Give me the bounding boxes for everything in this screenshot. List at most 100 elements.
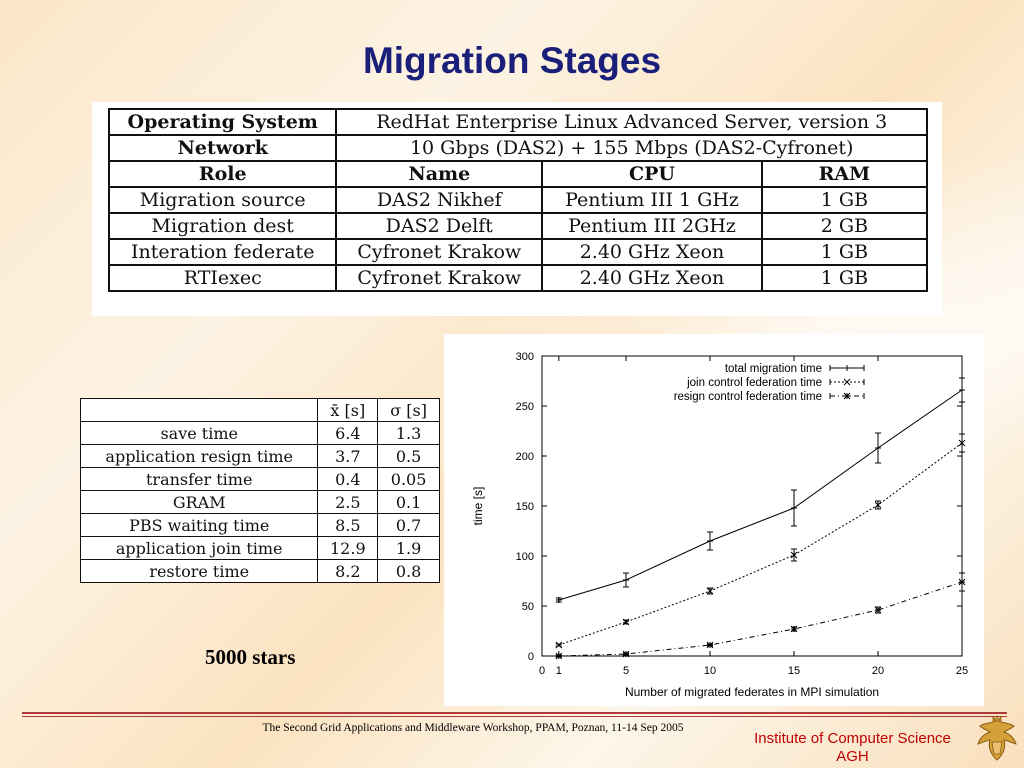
y-tick-label: 0 (528, 651, 534, 663)
footer-conference-text: The Second Grid Applications and Middlew… (262, 722, 684, 734)
env-header-cpu: CPU (541, 160, 763, 188)
series-line-1 (558, 389, 963, 601)
table-row: RTIexec Cyfronet Krakow 2.40 GHz Xeon 1 … (107, 264, 929, 292)
stats-cell-mean: 12.9 (317, 536, 379, 560)
data-point (791, 505, 797, 511)
y-tick-label: 200 (516, 451, 534, 463)
data-point (874, 501, 882, 509)
stats-cell-stage: PBS waiting time (79, 513, 319, 537)
migration-time-chart-panel: 0 50 100 150 200 250 300 0 1 5 10 15 20 25 Number of m… (444, 334, 984, 706)
stars-caption: 5000 stars (205, 645, 296, 669)
y-tick-label: 300 (516, 351, 534, 363)
y-axis-label: time [s] (471, 487, 485, 526)
stats-cell-mean: 6.4 (317, 421, 379, 445)
env-cell-role: Migration dest (107, 212, 338, 240)
data-point (790, 551, 798, 559)
marker-stroke (874, 501, 882, 509)
stats-cell-stddev: 0.7 (377, 513, 440, 537)
stats-cell-stddev: 0.8 (377, 559, 440, 583)
x-tick-label: 15 (788, 665, 800, 677)
agh-eagle-logo-icon (977, 715, 1017, 761)
table-row: transfer time 0.4 0.05 (79, 467, 440, 491)
env-cell-ram: 1 GB (760, 186, 929, 214)
marker-stroke (958, 439, 966, 447)
stats-header-mean: x̄ [s] (317, 398, 379, 422)
marker-stroke (706, 587, 714, 595)
stats-cell-mean: 2.5 (317, 490, 379, 514)
footer-divider (22, 712, 1007, 720)
table-row: application resign time 3.7 0.5 (79, 444, 440, 468)
legend-label: join control federation time (686, 377, 822, 389)
legend-marker (843, 392, 851, 400)
stats-cell-stddev: 0.05 (377, 467, 440, 491)
stats-cell-stddev: 1.9 (377, 536, 440, 560)
table-row: save time 6.4 1.3 (79, 421, 440, 445)
y-tick-label: 100 (516, 551, 534, 563)
data-point (875, 445, 881, 451)
env-cell-name: Cyfronet Krakow (335, 238, 544, 266)
stats-cell-mean: 3.7 (317, 444, 379, 468)
y-tick-label: 250 (516, 401, 534, 413)
table-row: PBS waiting time 8.5 0.7 (79, 513, 440, 537)
env-cell-cpu: Pentium III 2GHz (541, 212, 763, 240)
series-line-2 (558, 442, 963, 646)
stats-header-blank (79, 398, 319, 422)
stats-cell-stage: restore time (79, 559, 319, 583)
env-cell-name: DAS2 Delft (335, 212, 544, 240)
table-row: GRAM 2.5 0.1 (79, 490, 440, 514)
stats-cell-stage: save time (79, 421, 319, 445)
table-row: Migration dest DAS2 Delft Pentium III 2G… (107, 212, 929, 240)
marker-stroke (843, 392, 851, 400)
env-os-value: RedHat Enterprise Linux Advanced Server,… (335, 108, 928, 136)
legend-marker (843, 378, 851, 386)
env-cell-cpu: 2.40 GHz Xeon (541, 264, 763, 292)
x-tick-label: 20 (872, 665, 884, 677)
data-point (958, 439, 966, 447)
legend-label: total migration time (725, 363, 822, 375)
env-header-role: Role (107, 160, 338, 188)
stats-cell-stddev: 1.3 (377, 421, 440, 445)
x-tick-label: 5 (623, 665, 629, 677)
env-header-row: Role Name CPU RAM (107, 160, 929, 188)
env-cell-ram: 2 GB (760, 212, 929, 240)
env-os-label: Operating System (107, 108, 338, 136)
institute-abbrev: AGH (836, 748, 869, 765)
stats-header-stddev: σ [s] (377, 398, 440, 422)
stats-cell-mean: 8.5 (317, 513, 379, 537)
x-tick-label: 25 (956, 665, 968, 677)
stats-cell-stage: application join time (79, 536, 319, 560)
data-point (555, 597, 562, 603)
table-row: Migration source DAS2 Nikhef Pentium III… (107, 186, 929, 214)
env-header-ram: RAM (760, 160, 929, 188)
data-point (555, 652, 563, 660)
env-network-label: Network (107, 134, 338, 162)
marker-stroke (622, 618, 630, 626)
x-tick-label: 0 (539, 665, 545, 677)
data-point (707, 538, 713, 544)
marker-stroke (843, 378, 851, 386)
footer-line-thin (22, 716, 1007, 717)
marker-stroke (555, 652, 563, 660)
legend-label: resign control federation time (674, 391, 822, 403)
stats-cell-stage: GRAM (79, 490, 319, 514)
env-cell-name: Cyfronet Krakow (335, 264, 544, 292)
marker-stroke (706, 641, 714, 649)
data-point (622, 618, 630, 626)
footer-institute: Institute of Computer Science AGH (700, 730, 1005, 766)
data-point (959, 387, 965, 393)
env-header-name: Name (335, 160, 544, 188)
data-point (555, 641, 563, 649)
marker-stroke (790, 625, 798, 633)
timing-stats-table: x̄ [s] σ [s] save time 6.4 1.3 applicati… (79, 398, 440, 583)
data-point (706, 587, 714, 595)
slide-title: Migration Stages (362, 40, 662, 81)
table-row: Interation federate Cyfronet Krakow 2.40… (107, 238, 929, 266)
data-point (958, 578, 966, 586)
x-tick-label: 1 (556, 665, 562, 677)
env-cell-role: RTIexec (107, 264, 338, 292)
marker-stroke (555, 641, 563, 649)
env-network-row: Network 10 Gbps (DAS2) + 155 Mbps (DAS2-… (107, 134, 928, 162)
stats-header-row: x̄ [s] σ [s] (79, 398, 440, 422)
y-tick-label: 50 (522, 601, 534, 613)
